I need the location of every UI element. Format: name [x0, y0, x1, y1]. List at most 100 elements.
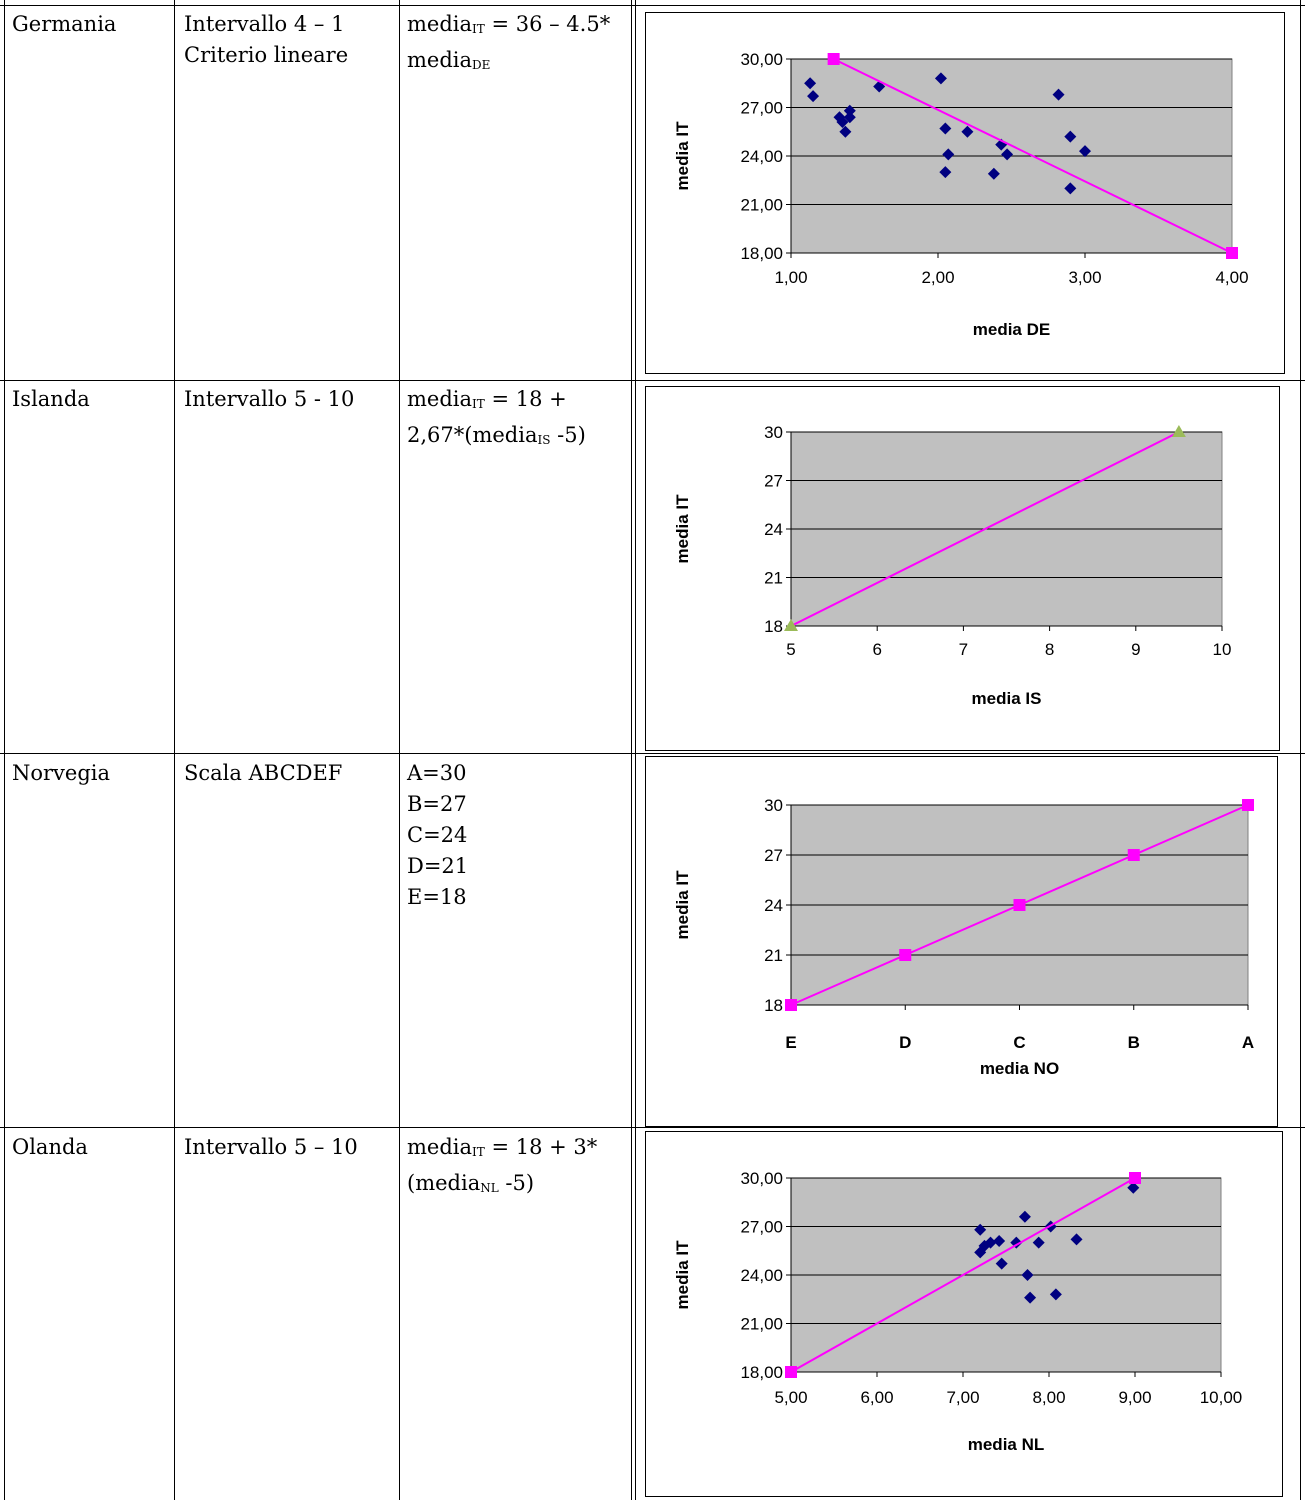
chart-islanda: 18 21 24 27 30 5 6 7 8 9 10 media IS media IT: [673, 423, 1232, 708]
data-point-diamond: [1024, 1291, 1037, 1304]
data-point-diamond: [843, 111, 856, 124]
formula-line: D=21: [407, 854, 469, 878]
x-axis-label: media NL: [968, 1435, 1045, 1454]
y-tick-label: 21,00: [740, 196, 783, 215]
data-point-diamond: [807, 90, 820, 103]
data-point-diamond: [833, 111, 846, 124]
table-row-divider: [0, 380, 1305, 381]
data-point-diamond: [939, 166, 952, 179]
formula-text: = 36 – 4.5*: [484, 12, 611, 36]
x-tick-label: 3,00: [1068, 268, 1101, 287]
formula-subscript: DE: [472, 58, 491, 72]
formula-subscript: IT: [472, 22, 485, 36]
formula-text: media: [407, 12, 473, 36]
data-point-diamond: [873, 80, 886, 93]
y-tick-label: 24,00: [740, 147, 783, 166]
data-point-triangle: [1171, 425, 1186, 437]
formula-text: -5): [498, 1171, 535, 1195]
formula-line: B=27: [407, 792, 467, 816]
y-tick-label: 27,00: [740, 1218, 783, 1237]
table-row-divider: [0, 1127, 1305, 1128]
x-tick-label: 1,00: [774, 268, 807, 287]
formula-line: A=30: [407, 761, 467, 785]
data-point-square: [785, 1366, 797, 1378]
chart-box: 18,00 21,00 24,00 27,00 30,00 1,00 2,00 3,00 4,0…: [645, 12, 1285, 374]
data-point-diamond: [961, 125, 974, 138]
x-tick-label: 9,00: [1118, 1388, 1151, 1407]
data-point-diamond: [974, 1223, 987, 1236]
method-line: Criterio lineare: [184, 43, 349, 67]
y-tick-label: 27: [764, 472, 783, 491]
row-method: Intervallo 4 – 1 Criterio lineare: [184, 9, 348, 71]
y-axis-label: media IT: [673, 1240, 692, 1310]
data-point-square: [1013, 899, 1026, 911]
formula-subscript: IT: [472, 397, 485, 411]
formula-subscript: IT: [472, 1145, 485, 1159]
formula-subscript: NL: [480, 1181, 499, 1195]
data-point-diamond: [1052, 88, 1065, 101]
table-column-divider: [399, 0, 400, 1500]
x-tick-label: 2,00: [921, 268, 954, 287]
table-border-top: [0, 5, 1305, 6]
y-axis-label: media IT: [673, 494, 692, 564]
data-point-diamond: [1001, 148, 1014, 161]
data-point-diamond: [984, 1236, 997, 1249]
y-tick-label: 24,00: [740, 1266, 783, 1285]
series-line: [790, 431, 1180, 627]
data-point-diamond: [1064, 130, 1077, 143]
data-point-diamond: [1032, 1236, 1045, 1249]
chart-olanda: 18,00 21,00 24,00 27,00 30,00 5,00 6,00 7,00 8,0…: [673, 1169, 1242, 1454]
data-point-diamond: [1070, 1233, 1083, 1246]
x-category-label: B: [1128, 1033, 1140, 1052]
data-point-diamond: [836, 116, 849, 129]
y-tick-label: 18: [764, 617, 783, 636]
x-axis-label: media DE: [973, 320, 1050, 339]
data-point-diamond: [1064, 182, 1077, 195]
formula-line: C=24: [407, 823, 468, 847]
row-formula: mediaIT = 18 + 3* (mediaNL -5): [407, 1132, 597, 1204]
formula-line: mediaDE: [407, 45, 610, 81]
formula-line: mediaIT = 18 + 3*: [407, 1132, 597, 1168]
x-tick-label: 5: [786, 640, 795, 659]
y-tick-label: 24: [764, 896, 783, 915]
formula-text: media: [407, 387, 473, 411]
y-tick-label: 27: [764, 846, 783, 865]
y-tick-label: 18: [764, 996, 783, 1015]
data-point-diamond: [934, 72, 947, 85]
data-point-square: [899, 949, 912, 961]
x-category-label: C: [1013, 1033, 1025, 1052]
x-tick-label: 10: [1213, 640, 1232, 659]
data-point-diamond: [843, 104, 856, 117]
data-point-diamond: [939, 122, 952, 135]
y-tick-label: 21: [764, 946, 783, 965]
table-column-divider: [174, 0, 175, 1500]
formula-text: = 18 +: [484, 387, 567, 411]
y-tick-label: 18,00: [740, 1363, 783, 1382]
x-tick-label: 5,00: [774, 1388, 807, 1407]
y-tick-label: 30: [764, 423, 783, 442]
y-tick-label: 21,00: [740, 1315, 783, 1334]
row-method: Intervallo 5 – 10: [184, 1132, 358, 1163]
formula-text: -5): [550, 423, 586, 447]
formula-text: 2,67*(media: [407, 423, 538, 447]
method-line: Scala ABCDEF: [184, 761, 343, 785]
data-point-diamond: [995, 1257, 1008, 1270]
y-tick-label: 30: [764, 796, 783, 815]
x-tick-label: 8: [1045, 640, 1054, 659]
formula-line: 2,67*(mediaIS -5): [407, 420, 586, 456]
data-point-diamond: [1018, 1210, 1031, 1223]
series-line: [833, 58, 1233, 254]
y-tick-label: 21: [764, 569, 783, 588]
data-point-square: [785, 999, 797, 1011]
x-tick-label: 8,00: [1032, 1388, 1065, 1407]
method-line: Intervallo 4 – 1: [184, 12, 345, 36]
formula-subscript: IS: [537, 433, 551, 447]
formula-text: media: [407, 1135, 473, 1159]
x-tick-label: 4,00: [1215, 268, 1248, 287]
formula-line: mediaIT = 18 +: [407, 384, 586, 420]
x-tick-label: 7,00: [946, 1388, 979, 1407]
y-axis-label: media IT: [673, 870, 692, 940]
x-axis-label: media IS: [972, 689, 1042, 708]
table-border-left: [4, 0, 5, 1500]
